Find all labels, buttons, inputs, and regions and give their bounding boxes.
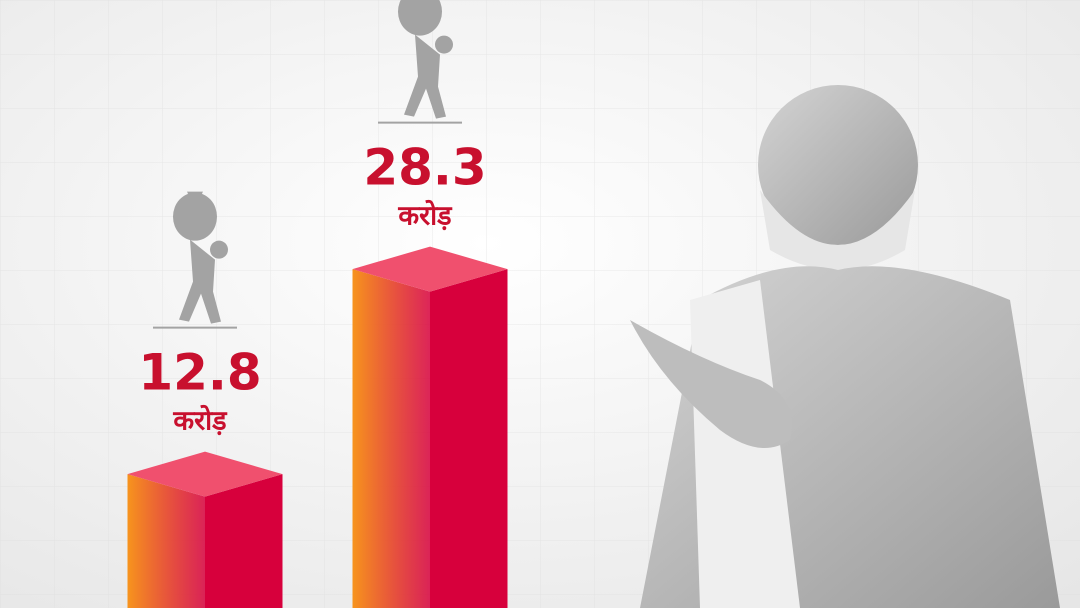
value-label: 12.8 (138, 344, 261, 402)
bar-top (127, 451, 283, 497)
unit-label: करोड़ (172, 405, 228, 437)
value-label: 28.3 (363, 139, 486, 197)
person-photo (630, 85, 1060, 608)
bar-top (352, 246, 508, 292)
bar-front (352, 269, 430, 608)
bar-front (127, 474, 205, 608)
bar-side (430, 269, 508, 608)
unit-label: करोड़ (397, 200, 453, 232)
bar (127, 451, 283, 608)
bar-side (205, 474, 283, 608)
bar (352, 246, 508, 608)
